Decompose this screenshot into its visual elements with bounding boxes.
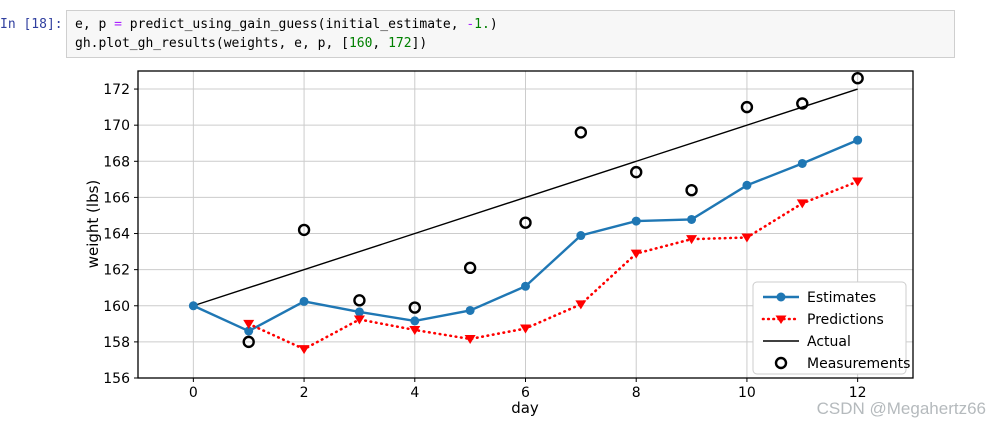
legend-label-estimates: Estimates	[807, 290, 876, 306]
x-tick-label: 10	[738, 385, 756, 401]
x-tick-label: 8	[632, 385, 641, 401]
x-tick-label: 12	[849, 385, 867, 401]
y-tick-label: 168	[103, 154, 130, 170]
marker-measurements	[242, 335, 255, 349]
marker-predictions	[520, 324, 531, 334]
marker-predictions	[353, 315, 365, 325]
marker-estimates	[188, 301, 198, 311]
code-line: e, p = predict_using_gain_guess(initial_…	[75, 17, 498, 32]
x-tick-label: 4	[410, 385, 419, 401]
marker-predictions	[630, 249, 642, 259]
x-tick-label: 2	[300, 385, 309, 401]
legend-label-measurements: Measurements	[807, 356, 910, 372]
marker-estimates	[465, 305, 475, 315]
marker-measurements	[630, 165, 643, 179]
y-tick-label: 162	[103, 263, 130, 279]
legend-sample-measurements-marker	[774, 356, 788, 370]
legend-sample-estimates-marker	[776, 292, 786, 302]
legend-label-predictions: Predictions	[807, 312, 884, 328]
y-axis-label: weight (lbs)	[84, 180, 102, 269]
legend-sample-predictions-marker	[775, 315, 787, 324]
marker-predictions	[243, 319, 255, 329]
code-line: gh.plot_gh_results(weights, e, p, [160, …	[75, 36, 428, 51]
axes-frame	[137, 70, 914, 379]
x-axis-label: day	[511, 399, 539, 417]
series-line-predictions	[247, 180, 859, 351]
marker-estimates	[631, 216, 641, 226]
legend-box	[752, 281, 907, 375]
marker-measurements	[353, 294, 366, 307]
y-tick-label: 156	[103, 371, 130, 387]
figure-output: 0 2 4 6 8 10 12 156 158 160 162 164 166 168 170 172 day…	[0, 60, 991, 428]
marker-measurements	[519, 216, 532, 229]
marker-predictions	[409, 325, 421, 335]
marker-estimates	[797, 158, 807, 168]
x-tick-label: 6	[521, 385, 530, 401]
marker-measurements	[796, 97, 809, 110]
marker-estimates	[687, 214, 697, 224]
marker-predictions	[298, 345, 310, 355]
marker-predictions	[852, 177, 864, 187]
marker-estimates	[853, 135, 863, 145]
marker-predictions	[575, 300, 587, 310]
legend: Estimates Predictions Actual Measurement…	[752, 281, 910, 375]
marker-predictions	[796, 199, 808, 209]
marker-measurements	[685, 183, 698, 197]
marker-estimates	[576, 231, 586, 241]
marker-estimates	[299, 296, 309, 306]
marker-estimates	[354, 307, 364, 317]
marker-measurements	[740, 100, 754, 114]
watermark: CSDN @Megahertz66	[816, 399, 986, 418]
y-tick-label: 160	[103, 299, 130, 315]
marker-estimates	[521, 281, 530, 291]
marker-predictions	[464, 334, 476, 344]
code-input[interactable]: e, p = predict_using_gain_guess(initial_…	[66, 10, 955, 58]
y-tick-label: 166	[103, 190, 130, 206]
marker-estimates	[742, 180, 752, 190]
cell-prompt: In [18]:	[0, 17, 63, 32]
marker-estimates	[410, 316, 420, 326]
series-line-actual	[193, 88, 858, 307]
y-tick-label: 158	[103, 335, 130, 351]
plot-area: 0 2 4 6 8 10 12 156 158 160 162 164 166 168 170 172	[103, 70, 914, 401]
marker-measurements	[574, 126, 588, 139]
x-tick-label: 0	[189, 385, 198, 401]
code-cell[interactable]: In [18]: e, p = predict_using_gain_guess…	[0, 0, 991, 58]
marker-measurements	[297, 223, 311, 237]
code-lines: e, p = predict_using_gain_guess(initial_…	[75, 15, 946, 53]
legend-label-actual: Actual	[807, 334, 851, 350]
marker-measurements	[463, 261, 477, 275]
y-tick-label: 164	[103, 227, 130, 243]
marker-measurements	[851, 72, 864, 85]
y-tick-label: 170	[103, 118, 130, 134]
chart: 0 2 4 6 8 10 12 156 158 160 162 164 166 168 170 172 day…	[84, 70, 914, 417]
marker-predictions	[686, 235, 698, 245]
y-tick-label: 172	[103, 82, 130, 98]
marker-estimates	[244, 326, 254, 336]
marker-measurements	[408, 301, 421, 314]
marker-predictions	[741, 233, 753, 243]
